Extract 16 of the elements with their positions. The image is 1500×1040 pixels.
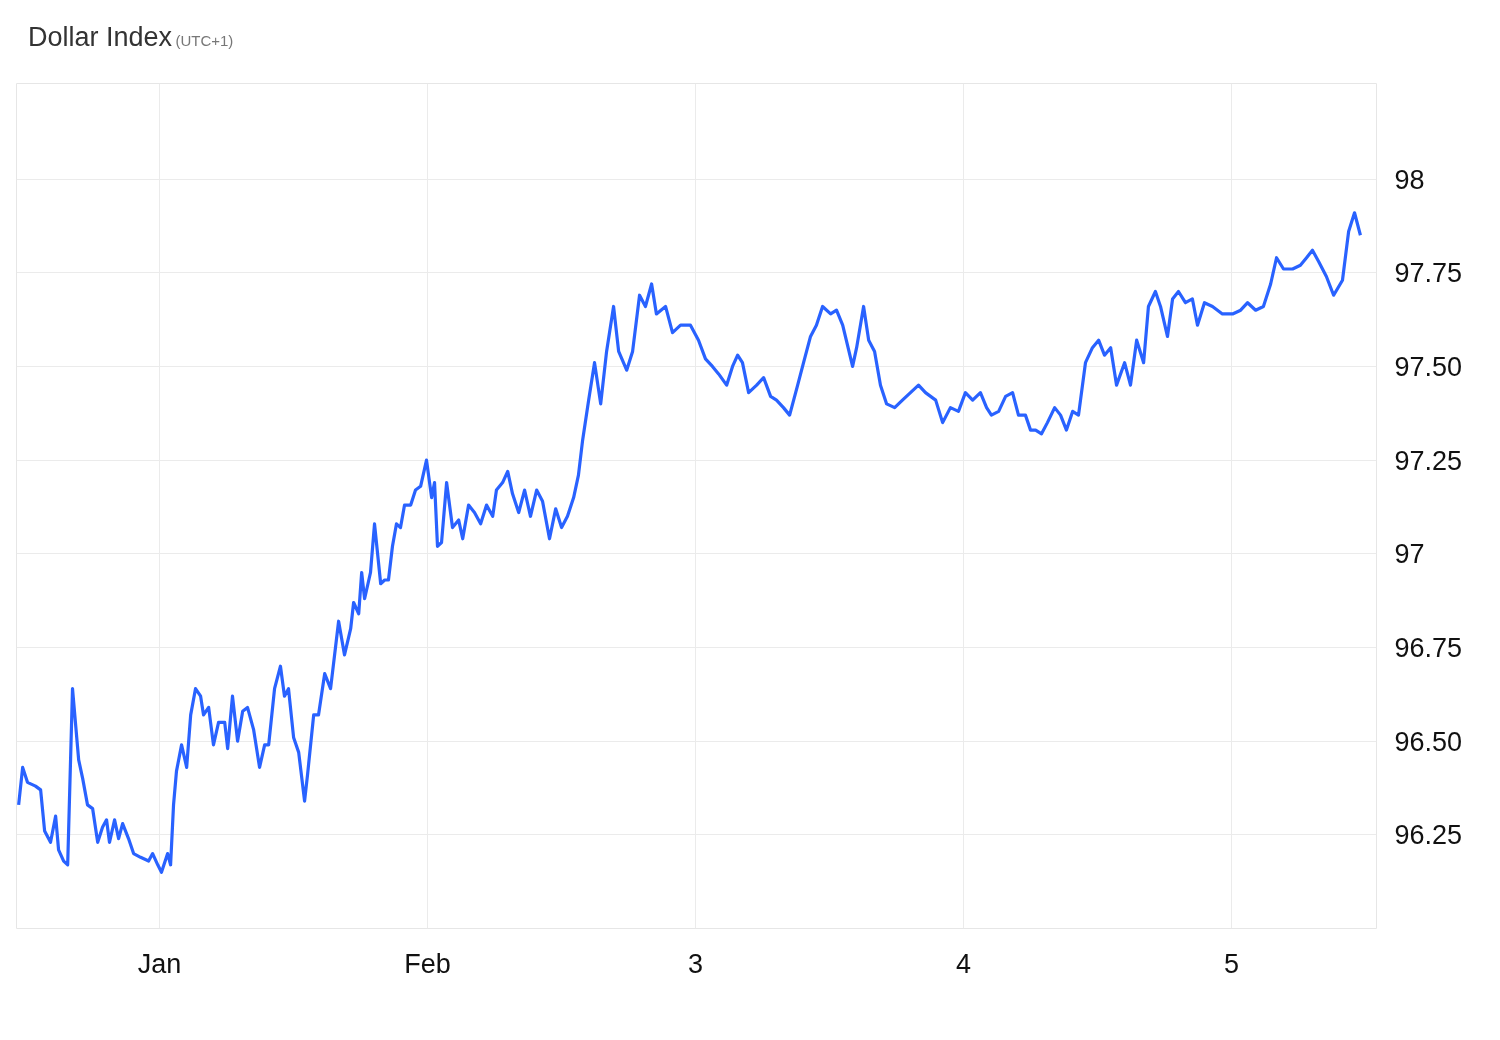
line-series: [17, 211, 1363, 874]
x-tick-label: 5: [1224, 948, 1240, 979]
chart-subtitle: (UTC+1): [175, 32, 234, 49]
y-tick-label: 97.75: [1394, 258, 1463, 289]
y-tick-label: 96.50: [1394, 726, 1463, 757]
y-tick-label: 96.75: [1394, 632, 1463, 663]
x-tick-label: Feb: [404, 948, 451, 979]
y-tick-label: 97.50: [1394, 351, 1463, 382]
x-tick-label: 4: [956, 948, 972, 979]
y-tick-label: 96.25: [1394, 820, 1463, 851]
chart-title: Dollar Index: [28, 22, 173, 52]
x-tick-label: Jan: [137, 948, 182, 979]
y-tick-label: 97.25: [1394, 445, 1463, 476]
y-tick-label: 97: [1394, 539, 1425, 570]
y-tick-label: 98: [1394, 164, 1425, 195]
x-tick-label: 3: [688, 948, 704, 979]
